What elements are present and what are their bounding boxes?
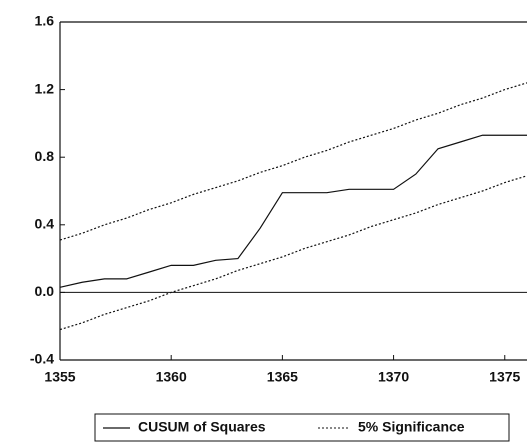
- x-tick-label: 1370: [378, 369, 409, 385]
- x-tick-label: 1355: [44, 369, 75, 385]
- y-tick-label: 0.8: [35, 148, 55, 164]
- legend-box: [94, 413, 510, 442]
- x-tick-label: 1365: [267, 369, 298, 385]
- band-lower: [59, 175, 527, 331]
- legend-label: CUSUM of Squares: [138, 419, 266, 435]
- y-tick-label: 1.6: [35, 13, 55, 29]
- y-tick-label: 0.0: [35, 283, 55, 299]
- y-tick-label: -0.4: [30, 351, 54, 367]
- series-line: [59, 134, 527, 288]
- x-tick-label: 1360: [156, 369, 187, 385]
- y-tick-label: 0.4: [35, 216, 55, 232]
- y-tick-label: 1.2: [35, 80, 55, 96]
- x-tick-label: 1375: [489, 369, 520, 385]
- band-upper: [59, 82, 527, 241]
- legend-label: 5% Significance: [358, 419, 465, 435]
